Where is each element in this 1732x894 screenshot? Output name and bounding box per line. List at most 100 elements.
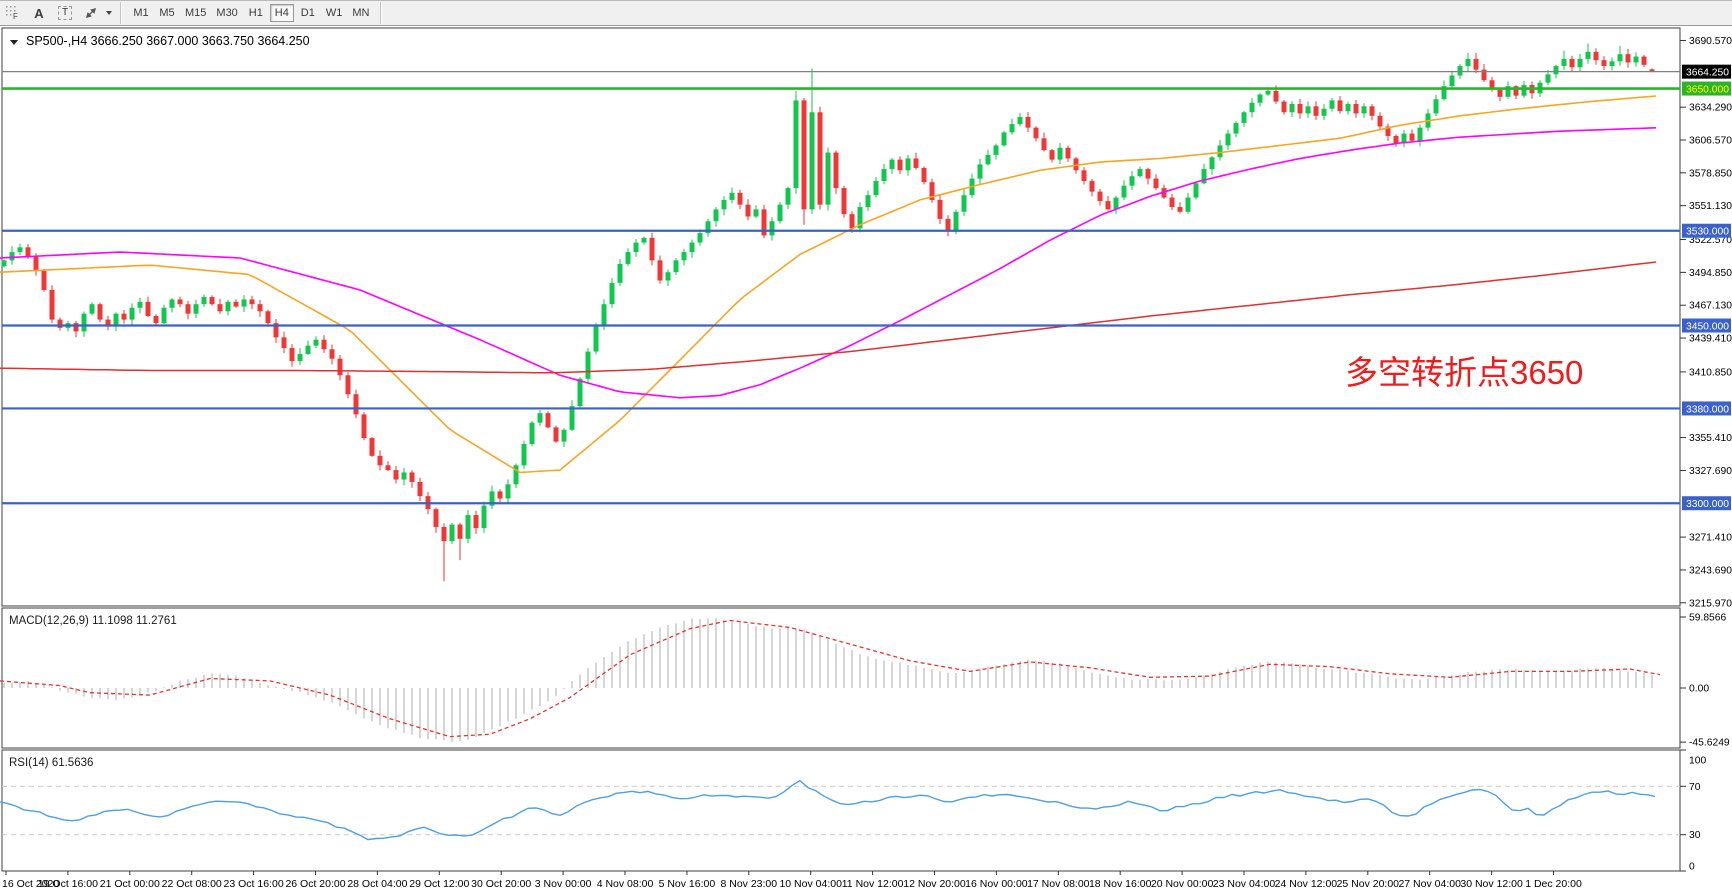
text-box-tool-button[interactable]: T <box>53 3 77 23</box>
svg-text:3578.850: 3578.850 <box>1689 168 1732 179</box>
timeframe-button-M30[interactable]: M30 <box>212 4 241 22</box>
timeframe-button-M1[interactable]: M1 <box>129 4 153 22</box>
price-scale-badges: 3664.250 3650.000 3530.000 3450.000 3380.000… <box>1682 64 1731 511</box>
svg-text:21 Oct 00:00: 21 Oct 00:00 <box>100 878 160 890</box>
svg-text:-45.6249: -45.6249 <box>1689 738 1730 749</box>
svg-text:17 Nov 08:00: 17 Nov 08:00 <box>1027 878 1090 890</box>
svg-text:70: 70 <box>1689 782 1701 793</box>
toolbar-separator <box>120 2 122 24</box>
svg-text:16 Nov 00:00: 16 Nov 00:00 <box>965 878 1028 890</box>
svg-text:3664.250: 3664.250 <box>1686 67 1729 78</box>
timeframe-group: M1 M5 M15 M30 H1 H4 D1 W1 MN <box>128 4 374 22</box>
dotted-grid-icon: F <box>6 6 18 21</box>
rsi-panel[interactable] <box>1 749 1681 872</box>
svg-text:22 Oct 08:00: 22 Oct 08:00 <box>162 878 222 890</box>
toolbar-separator <box>380 2 383 24</box>
svg-text:3606.570: 3606.570 <box>1689 136 1732 147</box>
text-label-tool-button[interactable]: A <box>27 3 51 23</box>
arrows-tool-button[interactable] <box>79 3 103 23</box>
svg-text:20 Nov 00:00: 20 Nov 00:00 <box>1151 878 1214 890</box>
ma-fast-orange <box>0 95 1657 474</box>
chart-collapse-arrow-icon[interactable] <box>10 40 18 45</box>
svg-text:30 Nov 12:00: 30 Nov 12:00 <box>1460 878 1523 890</box>
svg-text:18 Nov 16:00: 18 Nov 16:00 <box>1089 878 1152 890</box>
candles-layer <box>1 43 1655 582</box>
ma-long-red <box>0 261 1657 374</box>
svg-text:3 Nov 00:00: 3 Nov 00:00 <box>535 878 592 890</box>
handle-f-label: F <box>13 12 18 21</box>
svg-text:26 Oct 20:00: 26 Oct 20:00 <box>285 878 345 890</box>
svg-text:59.8566: 59.8566 <box>1689 613 1726 624</box>
svg-text:3467.130: 3467.130 <box>1689 301 1732 312</box>
svg-text:30: 30 <box>1689 830 1701 841</box>
ma-slow-magenta <box>0 127 1657 399</box>
svg-text:3380.000: 3380.000 <box>1686 404 1729 415</box>
timeframe-button-H4[interactable]: H4 <box>269 4 294 22</box>
svg-text:11 Nov 12:00: 11 Nov 12:00 <box>842 878 904 890</box>
toolbar: F A T M1 M5 M15 M30 H1 H4 D1 W1 MN <box>0 0 1732 26</box>
svg-text:3243.690: 3243.690 <box>1689 565 1732 576</box>
svg-text:4 Nov 08:00: 4 Nov 08:00 <box>597 878 654 890</box>
svg-text:3690.570: 3690.570 <box>1689 36 1732 47</box>
diagonal-arrows-icon <box>85 7 97 19</box>
svg-text:3300.000: 3300.000 <box>1686 499 1729 510</box>
annotation-text[interactable]: 多空转折点3650 <box>1345 354 1583 391</box>
macd-scale[interactable]: 59.8566 0.00 -45.6249 <box>1680 613 1730 749</box>
moving-averages-layer <box>0 95 1657 474</box>
letter-a-icon: A <box>34 5 44 21</box>
svg-text:29 Oct 12:00: 29 Oct 12:00 <box>409 878 469 890</box>
svg-text:24 Nov 12:00: 24 Nov 12:00 <box>1275 878 1338 890</box>
macd-label: MACD(12,26,9) 11.1098 11.2761 <box>9 615 177 627</box>
svg-text:3494.850: 3494.850 <box>1689 268 1732 279</box>
rsi-level-lines <box>2 785 1680 836</box>
chart-title-ohlc: SP500-,H4 3666.250 3667.000 3663.750 366… <box>26 34 310 48</box>
rsi-line <box>0 779 1656 841</box>
svg-text:100: 100 <box>1689 756 1706 767</box>
timeframe-button-MN[interactable]: MN <box>348 4 373 22</box>
price-chart-panel[interactable] <box>1 27 1681 607</box>
svg-text:10 Nov 04:00: 10 Nov 04:00 <box>779 878 842 890</box>
svg-text:3634.290: 3634.290 <box>1689 103 1732 114</box>
chart-shift-handle-icon[interactable]: F <box>1 3 25 23</box>
svg-text:23 Oct 16:00: 23 Oct 16:00 <box>224 878 284 890</box>
svg-text:3551.130: 3551.130 <box>1689 201 1732 212</box>
rsi-scale[interactable]: 100 70 30 0 <box>1680 749 1706 873</box>
price-scale[interactable]: 3690.570 3634.290 3606.570 3578.850 3551.130… <box>1680 36 1732 609</box>
svg-text:5 Nov 16:00: 5 Nov 16:00 <box>659 878 716 890</box>
svg-text:3327.690: 3327.690 <box>1689 466 1732 477</box>
svg-text:3410.850: 3410.850 <box>1689 367 1732 378</box>
tool-dropdown-caret[interactable] <box>104 3 114 23</box>
svg-text:12 Nov 20:00: 12 Nov 20:00 <box>903 878 966 890</box>
svg-text:8 Nov 23:00: 8 Nov 23:00 <box>720 878 777 890</box>
svg-text:19 Oct 16:00: 19 Oct 16:00 <box>38 878 98 890</box>
rsi-label: RSI(14) 61.5636 <box>9 757 93 769</box>
svg-text:3355.410: 3355.410 <box>1689 433 1732 444</box>
timeframe-button-D1[interactable]: D1 <box>296 4 320 22</box>
timeframe-button-W1[interactable]: W1 <box>322 4 347 22</box>
macd-histogram <box>3 618 1653 743</box>
timeframe-button-M5[interactable]: M5 <box>155 4 179 22</box>
svg-text:0: 0 <box>1689 862 1695 873</box>
svg-text:23 Nov 04:00: 23 Nov 04:00 <box>1213 878 1276 890</box>
macd-panel[interactable] <box>1 607 1681 749</box>
letter-t-dashed-icon: T <box>57 6 73 20</box>
svg-text:3650.000: 3650.000 <box>1686 84 1729 95</box>
svg-text:3439.410: 3439.410 <box>1689 334 1732 345</box>
svg-text:27 Nov 04:00: 27 Nov 04:00 <box>1398 878 1461 890</box>
svg-text:3215.970: 3215.970 <box>1689 598 1732 609</box>
svg-text:0.00: 0.00 <box>1689 684 1709 695</box>
svg-text:16 Oct 2020: 16 Oct 2020 <box>2 878 59 890</box>
svg-text:28 Oct 04:00: 28 Oct 04:00 <box>347 878 407 890</box>
macd-signal-line <box>0 619 1661 738</box>
svg-text:1 Dec 20:00: 1 Dec 20:00 <box>1525 878 1582 890</box>
svg-text:3522.570: 3522.570 <box>1689 235 1732 246</box>
svg-text:25 Nov 20:00: 25 Nov 20:00 <box>1337 878 1400 890</box>
svg-text:3450.000: 3450.000 <box>1686 321 1729 332</box>
timeframe-button-M15[interactable]: M15 <box>181 4 210 22</box>
svg-text:30 Oct 20:00: 30 Oct 20:00 <box>471 878 531 890</box>
horizontal-level-lines[interactable] <box>2 87 1680 505</box>
timeframe-button-H1[interactable]: H1 <box>244 4 268 22</box>
